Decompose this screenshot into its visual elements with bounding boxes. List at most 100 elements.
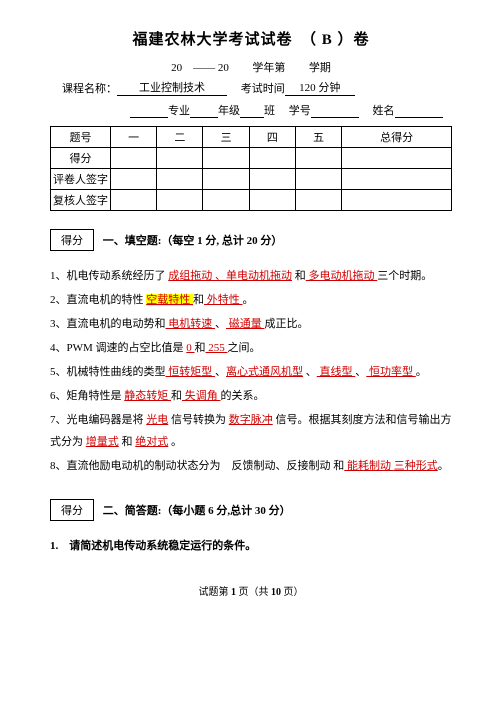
- footer-e: 页）: [281, 587, 304, 598]
- question-2: 2、直流电机的特性 空载特性 和 外特性 。: [50, 289, 452, 311]
- q5-p5: 。: [416, 366, 427, 378]
- table-row: 题号 一 二 三 四 五 总得分: [51, 127, 452, 148]
- q5-p1: 5、机械特性曲线的类型: [50, 366, 166, 378]
- q2-p1: 2、直流电机的特性: [50, 294, 146, 306]
- q1-a1: 成组拖动 、单电动机拖动: [168, 270, 292, 282]
- q8-a2: 三种形式: [394, 460, 438, 472]
- th-3: 三: [203, 127, 249, 148]
- question-3: 3、直流电机的电动势和 电机转速 、 磁通量 成正比。: [50, 313, 452, 335]
- section-2-label: 二、简答题:（每小题 6 分,总计 30 分）: [103, 502, 291, 518]
- question-8: 8、直流他励电动机的制动状态分为 反馈制动、反接制动 和 能耗制动 三种形式。: [50, 455, 452, 477]
- section-2-head: 得分 二、简答题:（每小题 6 分,总计 30 分）: [50, 499, 452, 521]
- label-sid: 学号: [289, 105, 311, 117]
- q1-a2: 多电动机拖动: [306, 270, 378, 282]
- time-label: 考试时间: [241, 83, 285, 95]
- score-box-2: 得分: [50, 499, 94, 521]
- q7-p5: 。: [168, 436, 182, 448]
- q3-p2: 、: [215, 318, 226, 330]
- th-5: 五: [295, 127, 341, 148]
- q3-a1: 电机转速: [166, 318, 216, 330]
- score-table: 题号 一 二 三 四 五 总得分 得分 评卷人签字 复核人签字: [50, 126, 452, 211]
- q1-p1: 1、机电传动系统经历了: [50, 270, 168, 282]
- blank-major: [130, 117, 168, 118]
- q4-a1: 0: [186, 342, 194, 354]
- q8-p3: 。: [438, 460, 449, 472]
- q7-a1: 光电: [146, 414, 168, 426]
- info-row-2: 专业 年级 班 学号 姓名: [50, 102, 452, 118]
- course-name: 工业控制技术: [117, 79, 227, 96]
- page-footer: 试题第 1 页（共 10 页）: [50, 583, 452, 598]
- q1-p3: 三个时期。: [377, 270, 432, 282]
- blank-grade: [190, 117, 218, 118]
- blank-sid: [311, 117, 359, 118]
- q6-a2: 失调角: [182, 390, 221, 402]
- q2-p3: 。: [243, 294, 254, 306]
- th-1: 一: [111, 127, 157, 148]
- q5-p4: 、: [355, 366, 366, 378]
- row-score-label: 得分: [51, 148, 111, 169]
- short-answer-1: 1. 请简述机电传动系统稳定运行的条件。: [50, 535, 452, 557]
- q3-a2: 磁通量: [226, 318, 265, 330]
- q2-p2: 和: [193, 294, 204, 306]
- course-label: 课程名称：: [62, 83, 117, 95]
- table-row: 复核人签字: [51, 190, 452, 211]
- th-4: 四: [249, 127, 295, 148]
- question-6: 6、矩角特性是 静态转矩 和 失调角 的关系。: [50, 385, 452, 407]
- q5-a2: 离心式通风机型: [226, 366, 303, 378]
- question-5: 5、机械特性曲线的类型 恒转矩型 、离心式通风机型 、 直线型 、 恒功率型 。: [50, 361, 452, 383]
- semester-prefix: 20 —— 20: [171, 62, 229, 74]
- semester-mid: 学年第: [252, 62, 285, 74]
- q7-p2: 信号转换为: [168, 414, 229, 426]
- q7-a3: 增量式: [86, 436, 119, 448]
- question-4: 4、PWM 调速的占空比值是 0 和 255 之间。: [50, 337, 452, 359]
- q4-p3: 之间。: [228, 342, 261, 354]
- label-class: 班: [264, 105, 275, 117]
- q5-a3: 直线型: [317, 366, 356, 378]
- time-value: 120 分钟: [285, 79, 355, 96]
- q5-a1: 恒转矩型: [166, 366, 216, 378]
- score-box-1: 得分: [50, 229, 94, 251]
- label-name: 姓名: [373, 105, 395, 117]
- q7-p1: 7、光电编码器是将: [50, 414, 146, 426]
- q6-p3: 的关系。: [221, 390, 265, 402]
- q2-a1: 空载特性: [146, 294, 193, 306]
- q8-a1: 能耗制动: [344, 460, 394, 472]
- q6-a1: 静态转矩: [124, 390, 171, 402]
- q5-p2: 、: [215, 366, 226, 378]
- th-6: 总得分: [342, 127, 452, 148]
- label-major: 专业: [168, 105, 190, 117]
- table-row: 评卷人签字: [51, 169, 452, 190]
- q5-p3: 、: [303, 366, 317, 378]
- th-2: 二: [157, 127, 203, 148]
- q2-a2: 外特性: [204, 294, 243, 306]
- blank-name: [395, 117, 443, 118]
- label-grade: 年级: [218, 105, 240, 117]
- q1-p2: 和: [292, 270, 306, 282]
- row-grader-label: 评卷人签字: [51, 169, 111, 190]
- blank-class: [240, 117, 264, 118]
- question-1: 1、机电传动系统经历了 成组拖动 、单电动机拖动 和 多电动机拖动 三个时期。: [50, 265, 452, 287]
- q7-a2: 数字脉冲: [229, 414, 273, 426]
- q3-p1: 3、直流电机的电动势和: [50, 318, 166, 330]
- q4-p2: 和: [195, 342, 206, 354]
- q4-p1: 4、PWM 调速的占空比值是: [50, 342, 186, 354]
- table-row: 得分: [51, 148, 452, 169]
- semester-suffix: 学期: [309, 62, 331, 74]
- footer-a: 试题第: [199, 587, 232, 598]
- section-1-head: 得分 一、填空题:（每空 1 分, 总计 20 分）: [50, 229, 452, 251]
- row-reviewer-label: 复核人签字: [51, 190, 111, 211]
- question-7: 7、光电编码器是将 光电 信号转换为 数字脉冲 信号。根据其刻度方法和信号输出方…: [50, 409, 452, 453]
- footer-c: 页（共: [236, 587, 271, 598]
- q4-a2: 255: [206, 342, 228, 354]
- exam-title: 福建农林大学考试试卷 （ B ）卷: [50, 28, 452, 49]
- footer-d: 10: [271, 587, 281, 598]
- q8-p1: 8、直流他励电动机的制动状态分为 反馈制动、反接制动 和: [50, 460, 344, 472]
- q6-p1: 6、矩角特性是: [50, 390, 124, 402]
- q7-p4: 和: [119, 436, 136, 448]
- section-1-label: 一、填空题:（每空 1 分, 总计 20 分）: [103, 232, 283, 248]
- th-0: 题号: [51, 127, 111, 148]
- q6-p2: 和: [171, 390, 182, 402]
- q7-a4: 绝对式: [135, 436, 168, 448]
- semester-line: 20 —— 20 学年第 学期: [50, 59, 452, 75]
- info-row-1: 课程名称：工业控制技术 考试时间120 分钟: [50, 79, 452, 96]
